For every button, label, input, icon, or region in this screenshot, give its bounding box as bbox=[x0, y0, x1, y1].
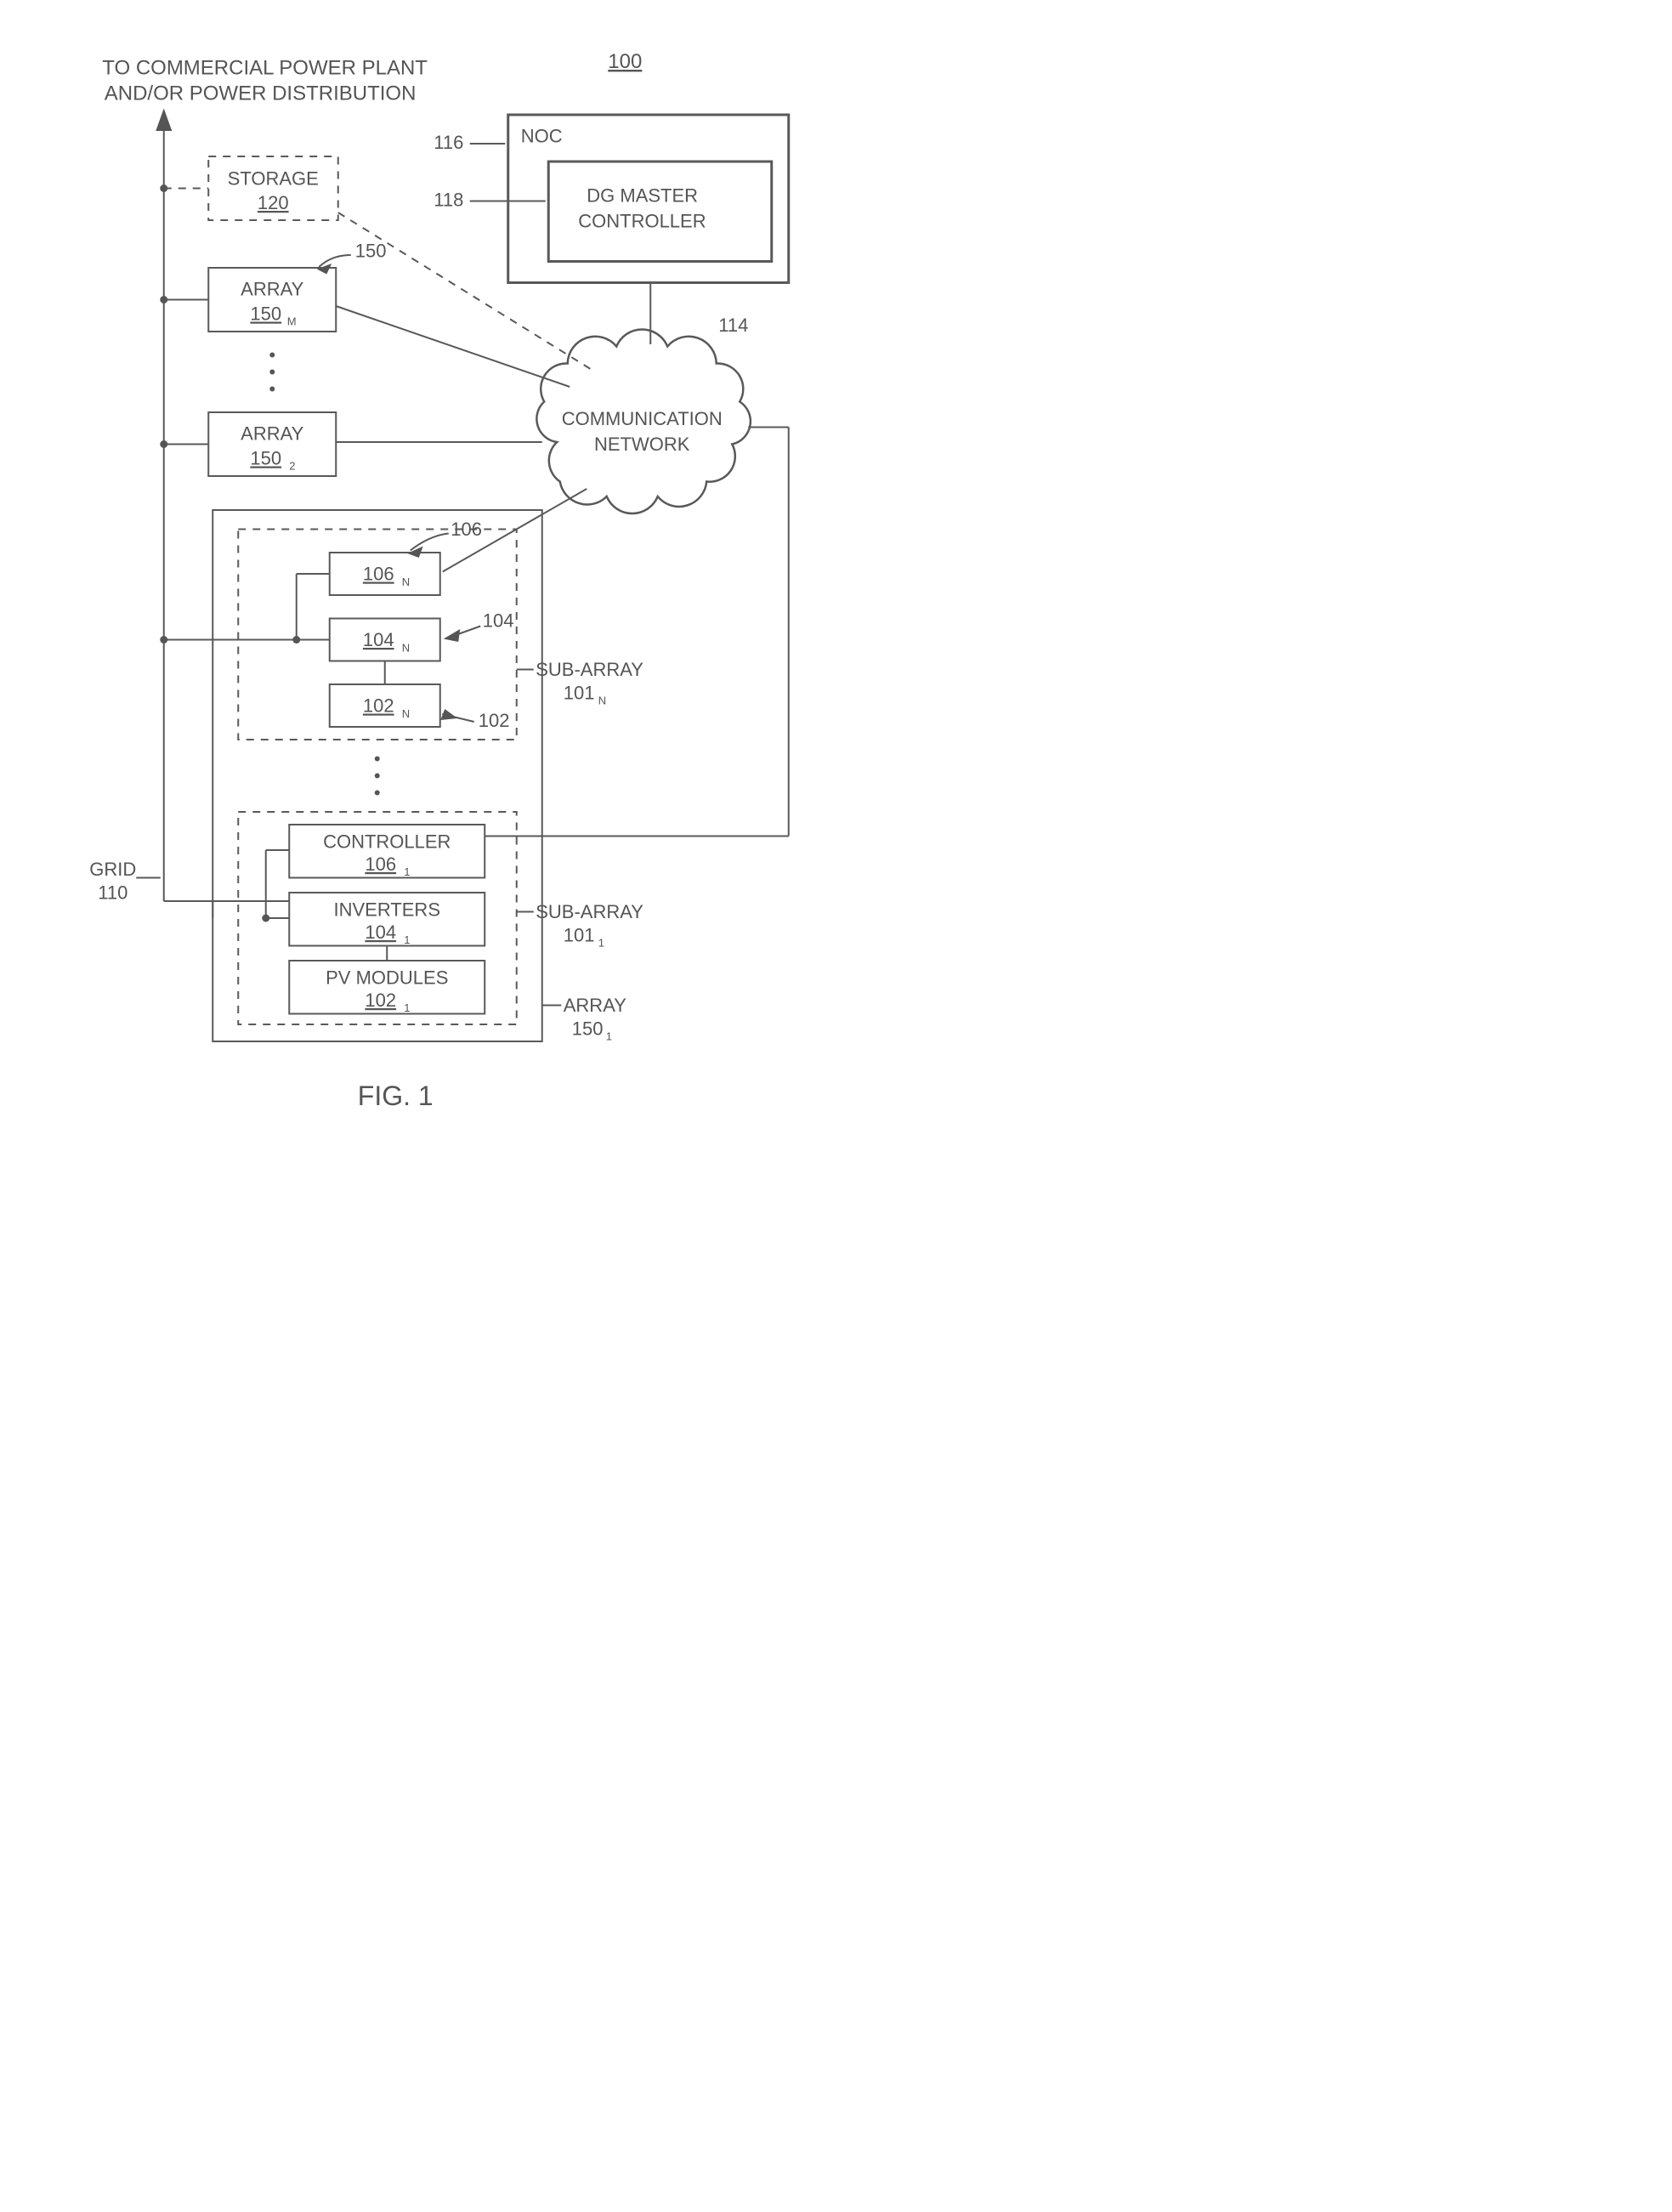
array-2-sub: 2 bbox=[289, 460, 295, 473]
array-m-sub: M bbox=[287, 315, 297, 328]
n106-ref: 106 bbox=[451, 519, 482, 540]
array-1-label: ARRAY bbox=[564, 995, 626, 1016]
array-2-num: 150 bbox=[250, 448, 281, 469]
title-line2: AND/OR POWER DISTRIBUTION bbox=[105, 82, 417, 105]
controller-label: CONTROLLER bbox=[323, 831, 451, 853]
pvmodules-label: PV MODULES bbox=[326, 967, 448, 989]
subarray-n-sub: N bbox=[598, 695, 606, 707]
inverters-sub: 1 bbox=[404, 933, 410, 946]
subarray-n-num: 101 bbox=[564, 683, 595, 704]
cloud-line1: COMMUNICATION bbox=[562, 408, 723, 429]
pvmodules-num: 102 bbox=[365, 990, 396, 1011]
storage-cloud-conn bbox=[338, 213, 596, 372]
dgmc-line2: CONTROLLER bbox=[578, 211, 706, 232]
cloud-line2: NETWORK bbox=[594, 434, 690, 455]
array-m-num: 150 bbox=[250, 303, 281, 325]
n102-label: 102 bbox=[363, 695, 394, 717]
figure-caption: FIG. 1 bbox=[358, 1080, 434, 1111]
n102-sub: N bbox=[402, 707, 410, 720]
n106-label: 106 bbox=[363, 564, 394, 585]
n106-ref-line bbox=[411, 534, 449, 551]
pvmodules-sub: 1 bbox=[404, 1001, 410, 1014]
noc-ref: 116 bbox=[434, 132, 463, 153]
grid-arrow bbox=[156, 109, 172, 132]
diagram: TO COMMERCIAL POWER PLANT AND/OR POWER D… bbox=[34, 34, 870, 1140]
controller-sub: 1 bbox=[404, 865, 410, 878]
n102-ref: 102 bbox=[479, 710, 510, 731]
controller-num: 106 bbox=[365, 854, 396, 875]
cloud-ref: 114 bbox=[718, 315, 748, 336]
arraym-cloud-conn bbox=[336, 306, 570, 387]
grid-label: GRID bbox=[89, 859, 136, 880]
storage-label: STORAGE bbox=[228, 168, 319, 190]
storage-num: 120 bbox=[258, 192, 289, 213]
dgmc-ref: 118 bbox=[434, 190, 463, 211]
n106-sub: N bbox=[402, 576, 410, 588]
inverters-num: 104 bbox=[365, 922, 396, 943]
title-line1: TO COMMERCIAL POWER PLANT bbox=[102, 57, 428, 80]
array-1-sub: 1 bbox=[606, 1030, 612, 1043]
storage-junction bbox=[160, 184, 167, 192]
array-2-junction bbox=[160, 440, 167, 448]
array-1-num: 150 bbox=[572, 1018, 604, 1040]
fig-ref: 100 bbox=[608, 50, 642, 73]
grid-num: 110 bbox=[98, 882, 128, 904]
n104-label: 104 bbox=[363, 629, 394, 650]
n102-ref-arrow bbox=[440, 709, 457, 720]
array-leader-text: 150 bbox=[355, 241, 387, 262]
subarray-1-label: SUB-ARRAY bbox=[536, 901, 643, 922]
n104-sub: N bbox=[402, 642, 410, 655]
noc-label: NOC bbox=[521, 126, 563, 147]
subarray-1-num: 101 bbox=[564, 925, 595, 946]
inverters-label: INVERTERS bbox=[333, 899, 440, 921]
dgmc-line1: DG MASTER bbox=[587, 185, 698, 207]
array-leader-arrow bbox=[317, 264, 332, 275]
array-m-label: ARRAY bbox=[241, 279, 303, 300]
array-leader-line bbox=[319, 255, 351, 267]
array-m-junction bbox=[160, 296, 167, 303]
n104-ref-arrow bbox=[444, 629, 461, 642]
n104-ref: 104 bbox=[483, 610, 514, 632]
subarray-1-sub: 1 bbox=[598, 937, 604, 950]
subarray-n-label: SUB-ARRAY bbox=[536, 659, 643, 680]
array-2-label: ARRAY bbox=[241, 423, 303, 445]
